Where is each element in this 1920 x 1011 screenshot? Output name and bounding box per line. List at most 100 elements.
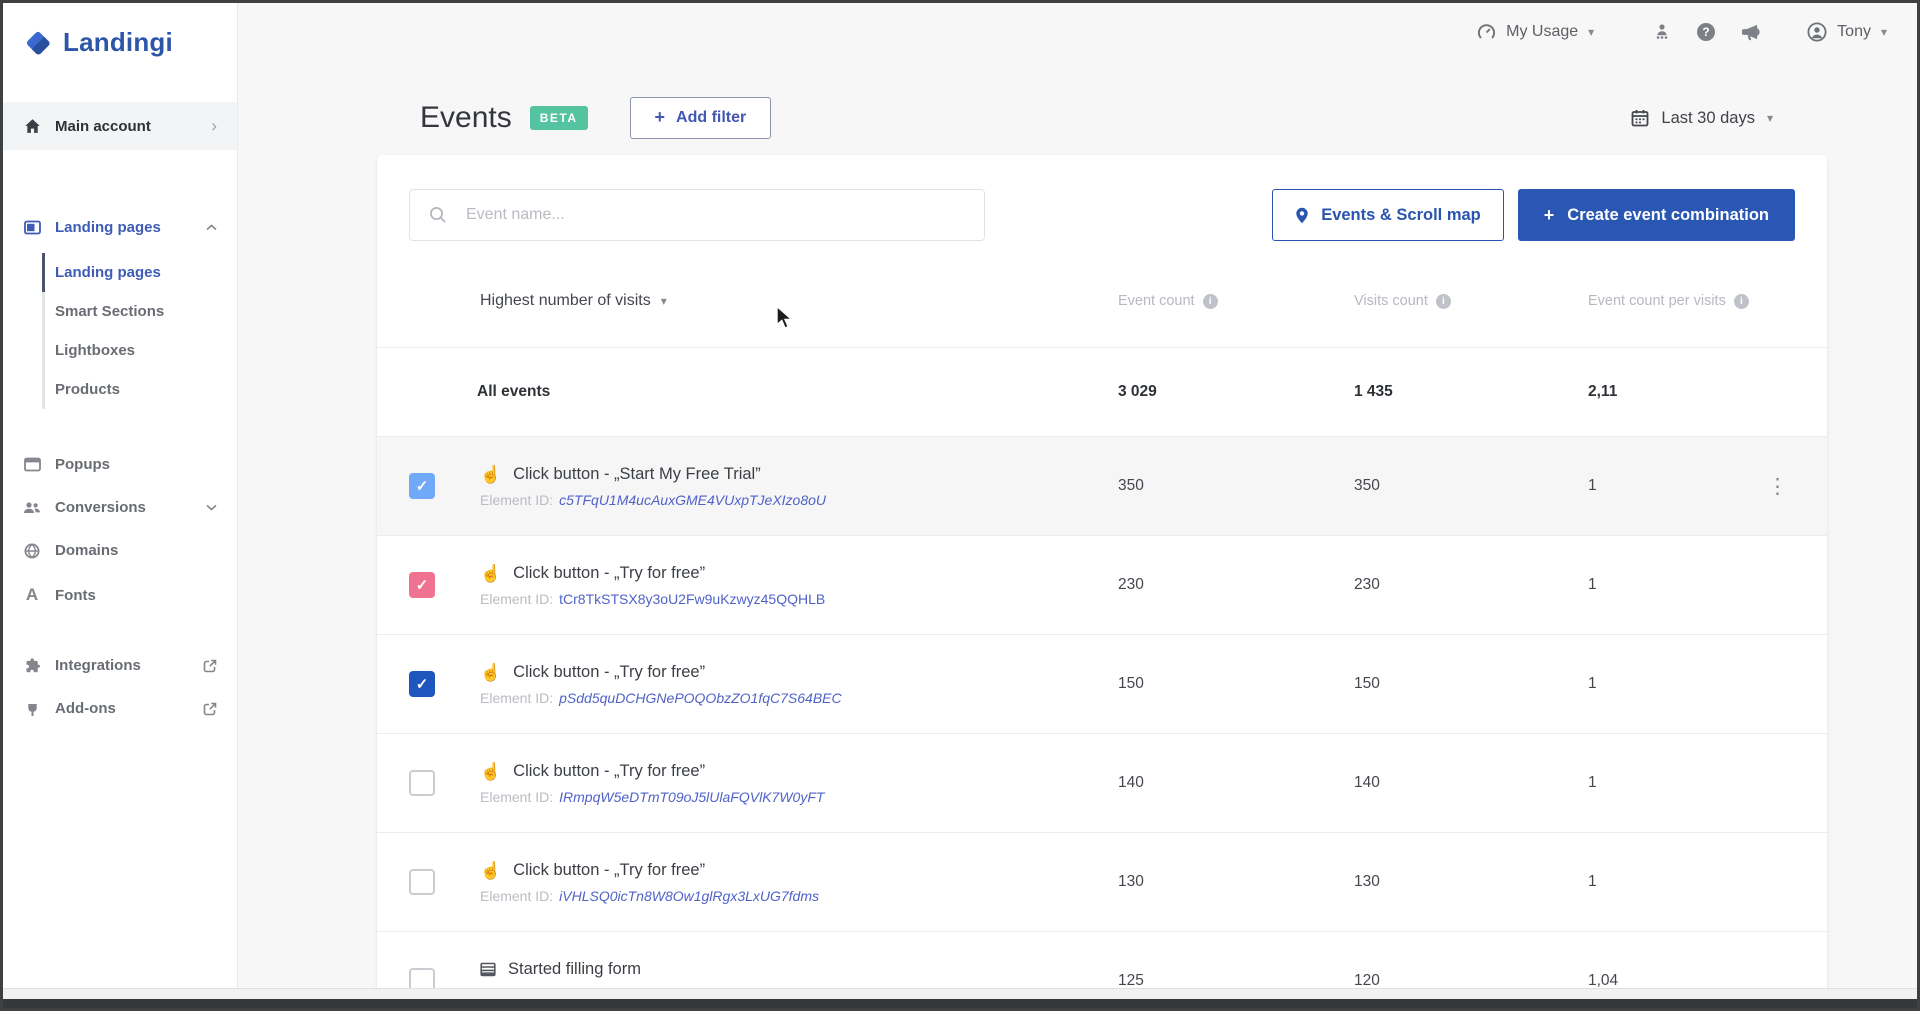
sidebar-item-landing-pages[interactable]: Landing pages bbox=[42, 253, 237, 292]
element-id-label: Element ID: bbox=[480, 788, 554, 805]
sidebar-item-label: Main account bbox=[55, 117, 151, 135]
event-info: Click button - „Try for free” Element ID… bbox=[457, 564, 1118, 607]
event-count-value: 150 bbox=[1118, 675, 1144, 692]
external-link-icon bbox=[203, 659, 217, 673]
users-icon bbox=[23, 501, 41, 515]
per-visits-value: 1 bbox=[1588, 774, 1597, 791]
element-id-label: Element ID: bbox=[480, 590, 554, 607]
caret-down-icon bbox=[1881, 26, 1887, 38]
element-id-value[interactable]: tCr8TkSTSX8y3oU2Fw9uKzwyz45QQHLB bbox=[559, 590, 826, 607]
event-count-value: 130 bbox=[1118, 873, 1144, 890]
event-count-value: 140 bbox=[1118, 774, 1144, 791]
landing-pages-icon bbox=[23, 220, 41, 235]
event-name-search-input[interactable] bbox=[409, 189, 985, 241]
create-event-combination-label: Create event combination bbox=[1567, 205, 1769, 224]
calendar-icon bbox=[1631, 109, 1649, 127]
row-checkbox-checked[interactable] bbox=[409, 671, 435, 697]
page-title: Events bbox=[420, 101, 512, 134]
sidebar-item-label: Integrations bbox=[55, 657, 141, 674]
per-visits-value: 1 bbox=[1588, 675, 1597, 692]
globe-icon bbox=[23, 543, 41, 559]
external-link-icon bbox=[203, 702, 217, 716]
sidebar-items: Popups Conversions Domains bbox=[3, 443, 237, 730]
all-events-summary-row: All events 3 029 1 435 2,11 bbox=[377, 348, 1827, 437]
sidebar-item-label: Popups bbox=[55, 456, 110, 473]
gauge-icon bbox=[1477, 23, 1496, 42]
element-id-value[interactable]: pSdd5quDCHGNePOQObzZO1fqC7S64BEC bbox=[559, 689, 842, 706]
event-name: Click button - „Try for free” bbox=[513, 860, 706, 879]
horizontal-scrollbar-track[interactable] bbox=[3, 988, 1917, 999]
row-checkbox-checked[interactable] bbox=[409, 473, 435, 499]
card-toolbar: Events & Scroll map Create event combina… bbox=[377, 155, 1827, 241]
sidebar-item-popups[interactable]: Popups bbox=[3, 443, 237, 486]
sidebar-item-fonts[interactable]: A Fonts bbox=[3, 572, 237, 618]
row-checkbox-unchecked[interactable] bbox=[409, 869, 435, 895]
column-label: Visits count bbox=[1354, 293, 1428, 309]
events-scroll-map-label: Events & Scroll map bbox=[1321, 205, 1481, 224]
landingi-logo[interactable]: Landingi bbox=[3, 3, 237, 78]
add-filter-label: Add filter bbox=[676, 109, 747, 126]
sidebar-item-conversions[interactable]: Conversions bbox=[3, 486, 237, 529]
sidebar-item-label: Add-ons bbox=[55, 700, 116, 717]
my-usage-menu[interactable]: My Usage bbox=[1477, 23, 1594, 42]
sidebar-sublist: Landing pages Smart Sections Lightboxes … bbox=[42, 253, 237, 409]
click-event-icon bbox=[480, 862, 501, 879]
event-row: Started filling form Element ID:K5H3KOi8… bbox=[377, 932, 1827, 995]
element-id-value[interactable]: c5TFqU1M4ucAuxGME4VUxpTJeXIzo8oU bbox=[559, 491, 827, 508]
click-event-icon bbox=[480, 466, 501, 483]
column-header-visits-count: Visits count i bbox=[1354, 293, 1588, 309]
event-row: Click button - „Try for free” Element ID… bbox=[377, 734, 1827, 833]
user-avatar-icon bbox=[1807, 22, 1827, 42]
visits-count-value: 140 bbox=[1354, 774, 1380, 791]
announcements-icon[interactable] bbox=[1740, 23, 1761, 42]
sidebar-item-label: Conversions bbox=[55, 499, 146, 516]
beta-badge: BETA bbox=[529, 106, 588, 130]
sidebar-item-domains[interactable]: Domains bbox=[3, 529, 237, 572]
sidebar-item-landing-pages-group[interactable]: Landing pages bbox=[3, 206, 237, 249]
info-icon[interactable]: i bbox=[1435, 293, 1451, 309]
create-event-combination-button[interactable]: Create event combination bbox=[1517, 189, 1795, 241]
sidebar-item-smart-sections[interactable]: Smart Sections bbox=[42, 292, 237, 331]
per-visits-value: 1 bbox=[1588, 477, 1597, 494]
sidebar-item-products[interactable]: Products bbox=[42, 370, 237, 409]
sidebar-item-lightboxes[interactable]: Lightboxes bbox=[42, 331, 237, 370]
event-row: Click button - „Try for free” Element ID… bbox=[377, 536, 1827, 635]
toolbar-buttons: Events & Scroll map Create event combina… bbox=[1272, 189, 1795, 241]
row-checkbox-unchecked[interactable] bbox=[409, 770, 435, 796]
sidebar-item-add-ons[interactable]: Add-ons bbox=[3, 687, 237, 730]
plus-icon bbox=[655, 108, 666, 128]
date-range-selector[interactable]: Last 30 days bbox=[1631, 109, 1773, 128]
info-icon[interactable]: i bbox=[1202, 293, 1218, 309]
sort-dropdown[interactable]: Highest number of visits bbox=[457, 292, 1118, 310]
caret-down-icon bbox=[1767, 112, 1773, 124]
per-visits-value: 1 bbox=[1588, 873, 1597, 890]
visits-count-value: 150 bbox=[1354, 675, 1380, 692]
help-icon[interactable]: ? bbox=[1696, 22, 1716, 42]
add-filter-button[interactable]: Add filter bbox=[629, 97, 772, 139]
column-header-event-count: Event count i bbox=[1118, 293, 1354, 309]
sidebar-item-main-account[interactable]: Main account › bbox=[3, 102, 237, 150]
all-events-event-count: 3 029 bbox=[1118, 383, 1157, 400]
user-name: Tony bbox=[1837, 23, 1871, 40]
referral-icon[interactable] bbox=[1652, 22, 1672, 42]
row-menu-kebab-icon[interactable] bbox=[1760, 476, 1795, 497]
column-header-event-count-per-visits: Event count per visits i bbox=[1588, 293, 1760, 309]
row-checkbox-checked[interactable] bbox=[409, 572, 435, 598]
element-id-value[interactable]: iVHLSQ0icTn8W8Ow1glRgx3LxUG7fdms bbox=[559, 887, 820, 904]
user-menu[interactable]: Tony bbox=[1807, 22, 1887, 42]
all-events-per-visits: 2,11 bbox=[1588, 383, 1618, 400]
info-icon[interactable]: i bbox=[1733, 293, 1749, 309]
map-pin-icon bbox=[1295, 207, 1309, 224]
caret-down-icon bbox=[1588, 26, 1594, 38]
column-label: Event count bbox=[1118, 293, 1195, 309]
sidebar-item-integrations[interactable]: Integrations bbox=[3, 644, 237, 687]
events-scroll-map-button[interactable]: Events & Scroll map bbox=[1272, 189, 1504, 241]
per-visits-value: 1 bbox=[1588, 576, 1597, 593]
font-icon: A bbox=[25, 585, 39, 604]
form-event-icon bbox=[480, 962, 496, 977]
event-count-value: 230 bbox=[1118, 576, 1144, 593]
event-name: Started filling form bbox=[508, 959, 641, 978]
svg-text:?: ? bbox=[1703, 25, 1710, 39]
element-id-value[interactable]: IRmpqW5eDTmT09oJ5lUlaFQVlK7W0yFT bbox=[559, 788, 825, 805]
